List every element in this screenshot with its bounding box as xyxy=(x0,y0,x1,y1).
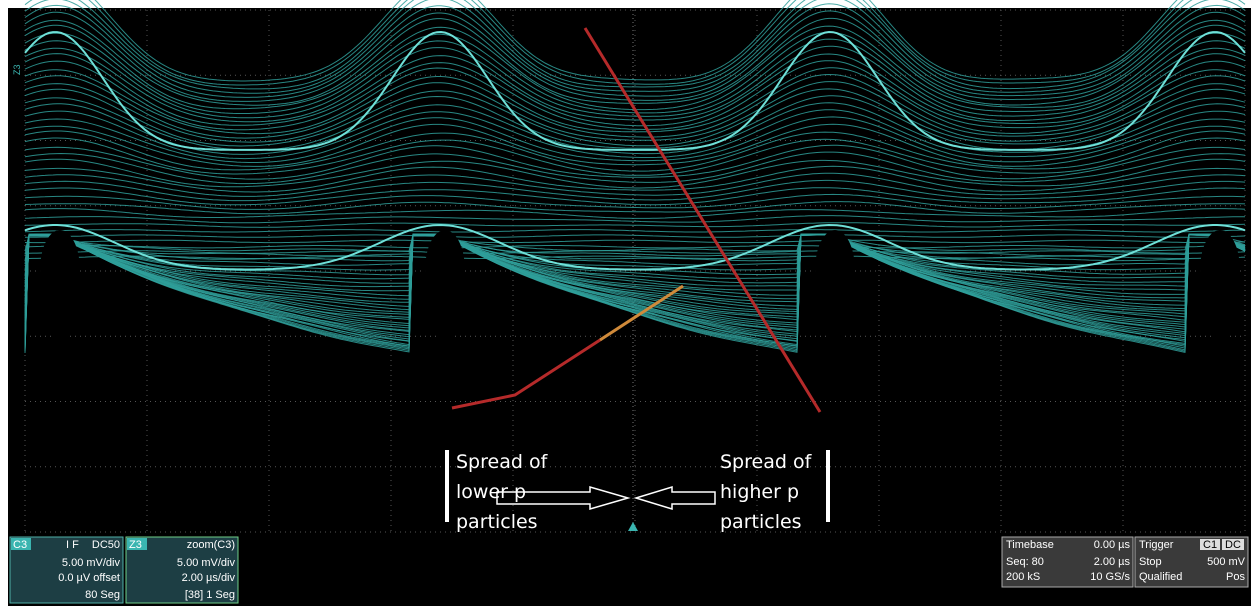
slope: Pos xyxy=(1226,571,1245,583)
div: 2.00 µs xyxy=(1094,556,1131,568)
hole xyxy=(1212,270,1228,385)
annotation: particles xyxy=(456,511,538,533)
scale: 5.00 mV/div xyxy=(62,557,121,569)
rate: 10 GS/s xyxy=(1090,571,1130,583)
title: Timebase xyxy=(1006,539,1054,551)
annotation: lower p xyxy=(456,481,526,503)
samples: 200 kS xyxy=(1006,571,1040,583)
seq: Seq: 80 xyxy=(1006,556,1044,568)
segments: 80 Seg xyxy=(85,589,120,601)
annotation: higher p xyxy=(720,481,799,503)
hole xyxy=(437,270,453,385)
coupling: DC xyxy=(1225,539,1241,551)
type: Qualified xyxy=(1139,571,1182,583)
flags: I F xyxy=(66,539,79,551)
source: zoom(C3) xyxy=(187,539,235,551)
hole xyxy=(52,270,68,385)
annotation: Spread of xyxy=(720,451,813,473)
scale: 5.00 mV/div xyxy=(177,557,236,569)
segments: [38] 1 Seg xyxy=(185,589,235,601)
delay: 0.00 µs xyxy=(1094,539,1131,551)
trigger-panel[interactable]: Trigger C1 DC Stop 500 mV Qualified Pos xyxy=(1135,537,1248,587)
channel-panel[interactable]: C3 I F DC50 5.00 mV/div 0.0 µV offset 80… xyxy=(10,537,123,603)
title: Trigger xyxy=(1139,539,1174,551)
timebase: 2.00 µs/div xyxy=(182,572,236,584)
timebase-panel[interactable]: Timebase 0.00 µs Seq: 80 2.00 µs 200 kS … xyxy=(1002,537,1133,587)
bracket xyxy=(826,450,830,522)
zoom-name: Z3 xyxy=(129,539,142,551)
scope-screen: Z3 Spread of lower p particles Spread of… xyxy=(0,0,1251,606)
hole xyxy=(827,270,843,385)
offset: 0.0 µV offset xyxy=(58,572,120,584)
mode: Stop xyxy=(1139,556,1162,568)
source: C1 xyxy=(1203,539,1217,551)
level: 500 mV xyxy=(1207,556,1246,568)
annotation: Spread of xyxy=(456,451,549,473)
display: Z3 Spread of lower p particles Spread of… xyxy=(0,0,1251,606)
annotation: particles xyxy=(720,511,802,533)
channel-name: C3 xyxy=(13,539,27,551)
trace-label: Z3 xyxy=(12,64,22,75)
zoom-panel[interactable]: Z3 zoom(C3) 5.00 mV/div 2.00 µs/div [38]… xyxy=(126,537,238,603)
bracket xyxy=(445,450,449,522)
coupling: DC50 xyxy=(92,539,120,551)
